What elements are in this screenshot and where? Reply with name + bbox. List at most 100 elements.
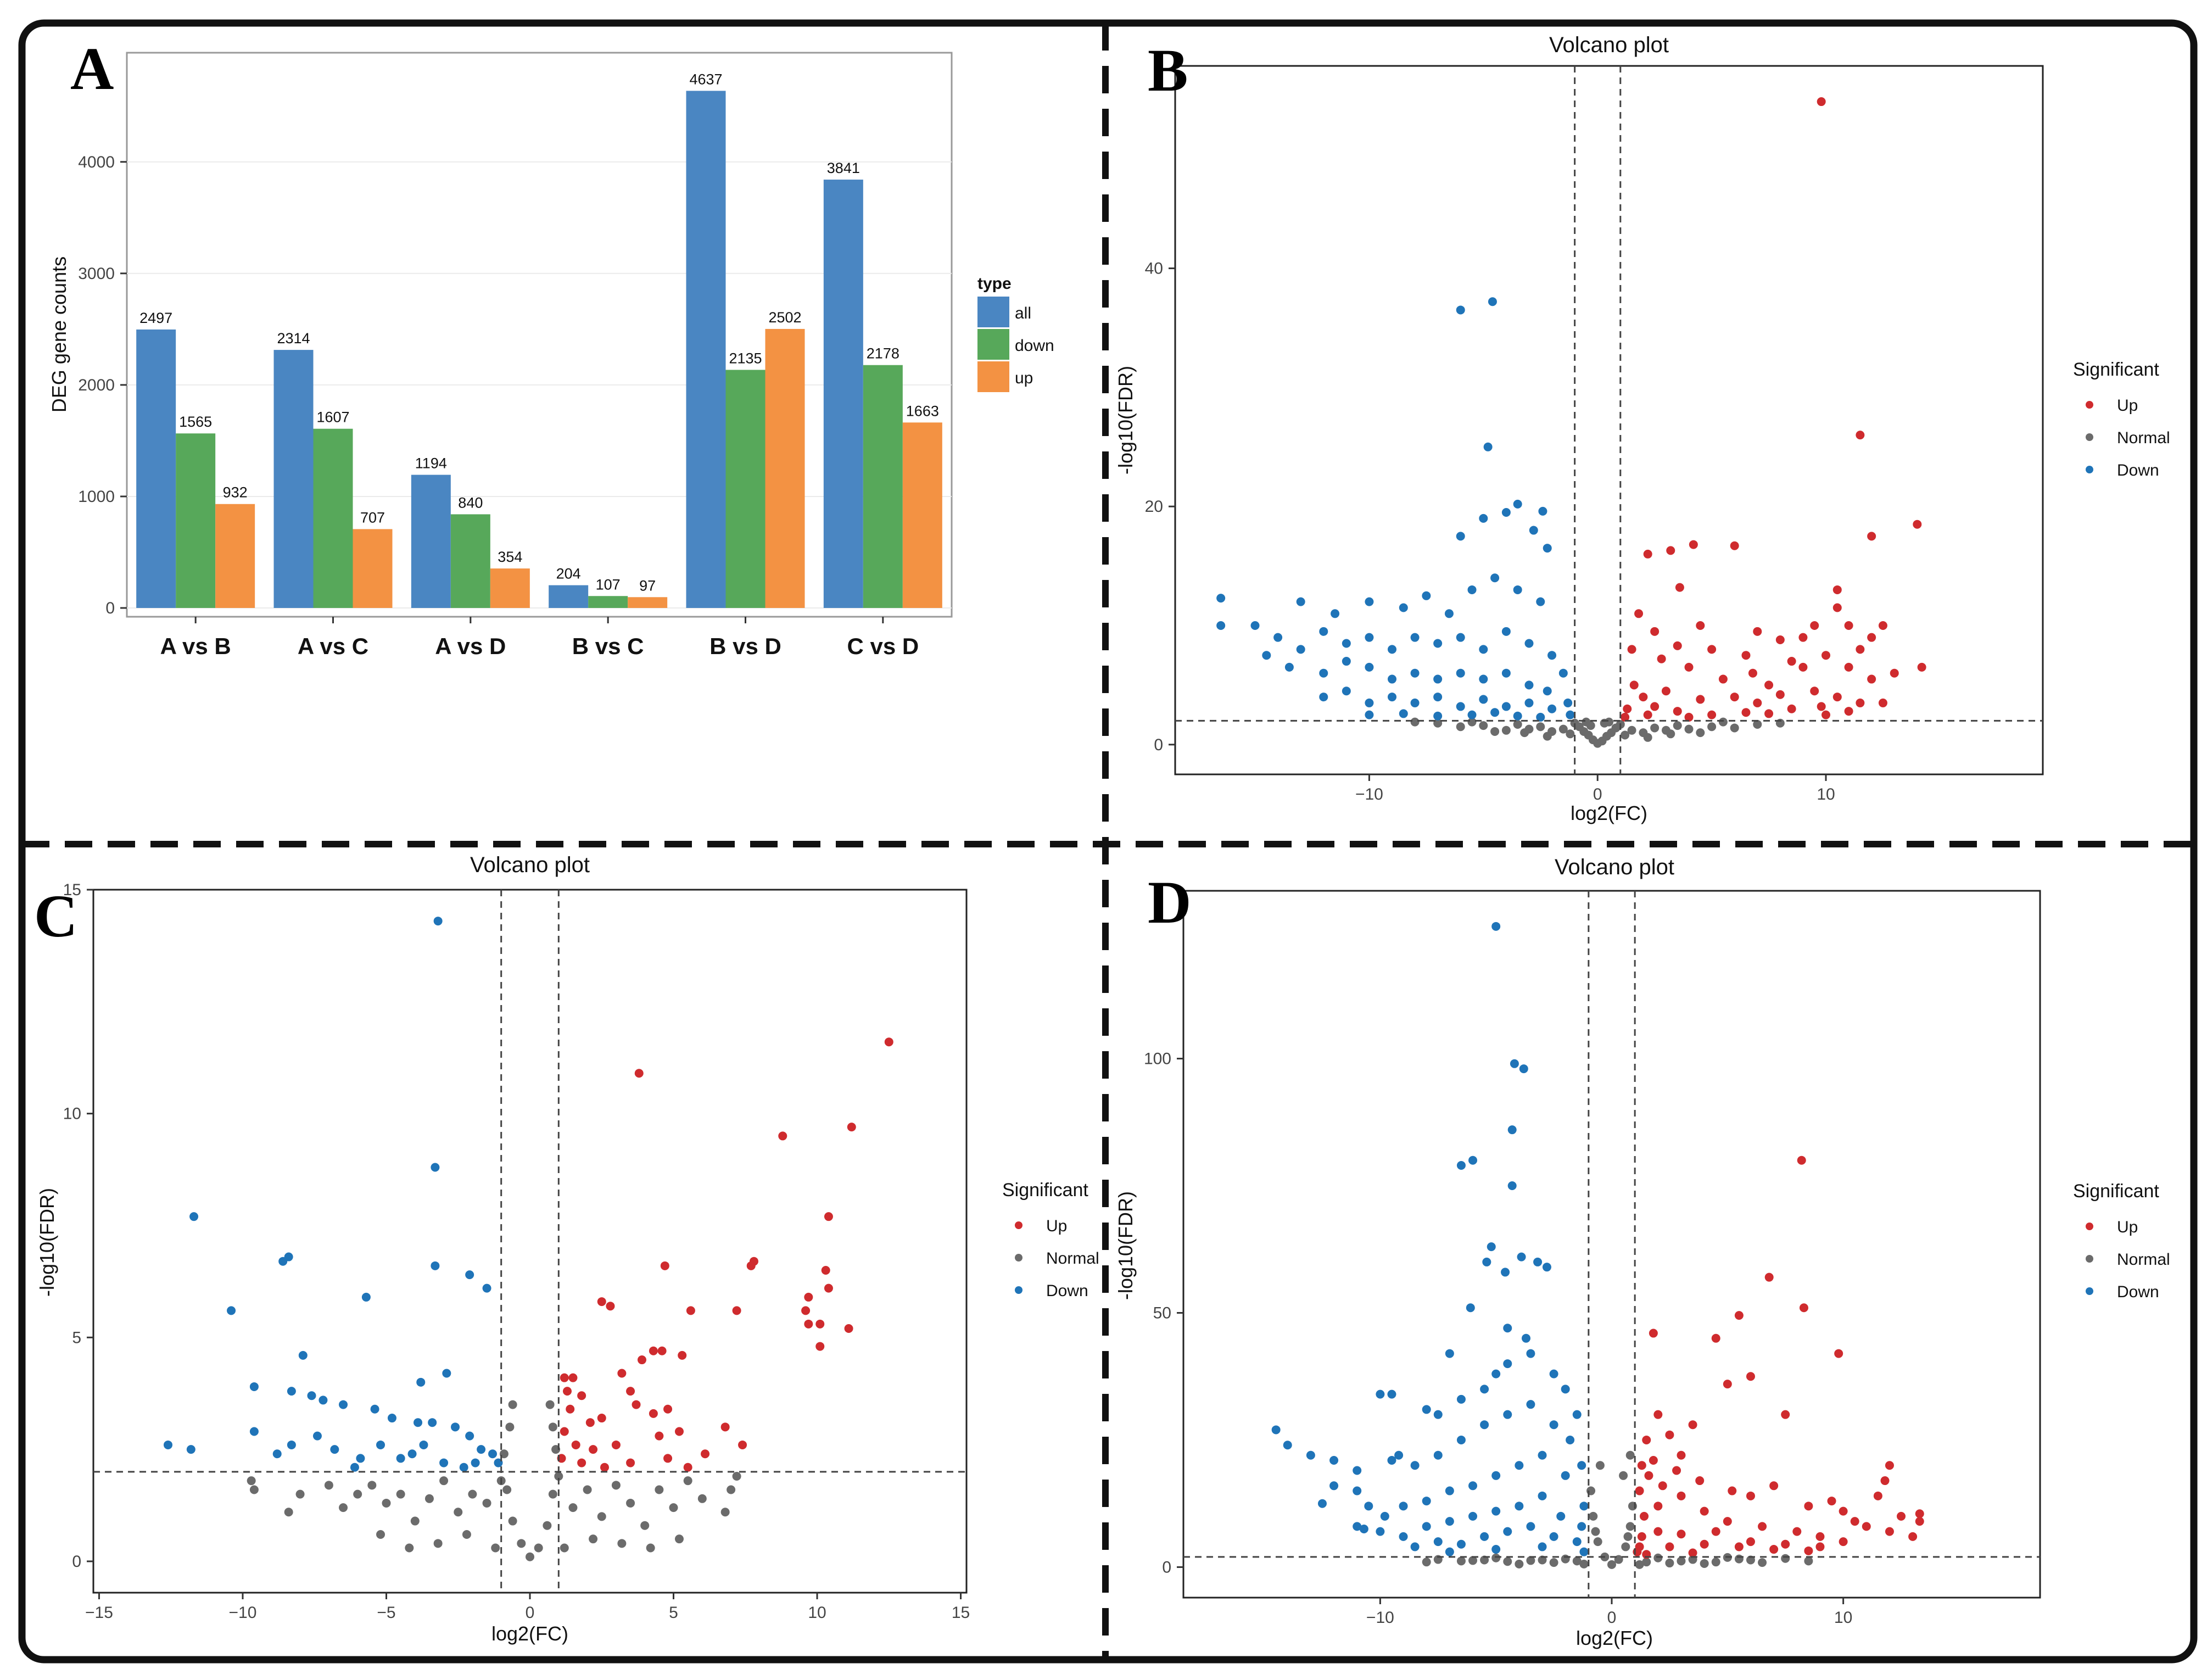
point-down — [1556, 1511, 1566, 1521]
point-up — [1832, 585, 1842, 594]
point-down — [1526, 1400, 1535, 1409]
point-normal — [1605, 717, 1613, 727]
point-up — [1769, 1545, 1779, 1554]
point-up — [683, 1463, 692, 1472]
legend-swatch-all — [977, 297, 1009, 327]
point-up — [815, 1342, 825, 1351]
point-down — [1491, 1369, 1501, 1378]
y-tick-label: 4000 — [78, 153, 115, 171]
panel-letter-c: C — [34, 883, 77, 950]
point-down — [1533, 1257, 1543, 1266]
point-up — [884, 1037, 893, 1047]
legend-label-normal: Normal — [1046, 1249, 1099, 1268]
point-normal — [324, 1481, 333, 1490]
panel-d-points — [1271, 922, 1924, 1569]
point-normal — [1607, 1560, 1616, 1569]
panel-a-ylabel: DEG gene counts — [48, 256, 70, 412]
legend-dot-normal — [2086, 433, 2093, 441]
point-up — [1688, 1420, 1697, 1430]
point-down — [1273, 633, 1283, 642]
point-up — [1798, 662, 1808, 672]
panel-a-legend-title: type — [977, 275, 1012, 293]
point-up — [597, 1297, 606, 1307]
point-up — [1781, 1410, 1790, 1419]
point-up — [1867, 674, 1876, 684]
point-down — [1456, 702, 1465, 711]
point-down — [1399, 709, 1408, 718]
point-down — [1380, 1511, 1389, 1521]
point-down — [1306, 1450, 1315, 1460]
point-down — [439, 1458, 449, 1467]
point-down — [1487, 1242, 1496, 1252]
point-down — [428, 1418, 437, 1427]
point-up — [1844, 662, 1853, 672]
point-down — [1503, 1527, 1512, 1536]
point-up — [1815, 1532, 1825, 1541]
point-up — [637, 1355, 646, 1365]
point-down — [1538, 506, 1547, 516]
point-up — [1822, 651, 1830, 660]
point-down — [1480, 1385, 1489, 1394]
point-up — [1723, 1517, 1732, 1526]
point-down — [1445, 1517, 1454, 1526]
point-normal — [339, 1503, 348, 1512]
point-up — [1856, 431, 1865, 440]
legend-swatch-down — [977, 329, 1009, 360]
panel-c-axis-ticks: −15 −10 −5 0 5 10 15 0 5 10 15 — [63, 881, 970, 1622]
point-normal — [424, 1494, 434, 1503]
panel-c-points — [163, 917, 893, 1561]
point-down — [1388, 674, 1396, 684]
point-down — [1387, 1456, 1396, 1465]
point-normal — [720, 1508, 730, 1517]
point-down — [1482, 1257, 1491, 1266]
point-normal — [1684, 724, 1694, 734]
point-normal — [382, 1498, 391, 1508]
point-normal — [1490, 727, 1500, 736]
point-down — [1501, 508, 1511, 517]
point-down — [1422, 591, 1431, 600]
point-up — [1917, 662, 1926, 672]
point-down — [1501, 627, 1511, 636]
point-down — [1376, 1389, 1385, 1399]
point-down — [1317, 1499, 1327, 1508]
point-normal — [1501, 725, 1511, 735]
panel-c-xlabel: log2(FC) — [491, 1622, 568, 1645]
point-up — [1649, 1329, 1658, 1338]
point-down — [1503, 1410, 1512, 1419]
point-normal — [1589, 1511, 1598, 1521]
point-normal — [534, 1543, 543, 1553]
point-up — [1856, 645, 1865, 654]
point-up — [1775, 635, 1785, 645]
point-up — [1822, 710, 1830, 719]
x-category-label: C vs D — [847, 633, 919, 659]
point-down — [1283, 1441, 1292, 1450]
point-down — [431, 1163, 440, 1172]
point-down — [1468, 1511, 1478, 1521]
point-down — [298, 1350, 308, 1360]
point-down — [465, 1431, 474, 1441]
legend-label-down: Down — [1046, 1282, 1088, 1300]
point-down — [1376, 1527, 1385, 1536]
point-down — [1342, 657, 1351, 666]
point-down — [1456, 633, 1465, 642]
point-up — [1885, 1527, 1894, 1536]
point-up — [1675, 583, 1684, 592]
point-up — [1711, 1333, 1720, 1343]
bar-up — [215, 504, 255, 608]
point-up — [1673, 707, 1682, 716]
point-down — [465, 1270, 474, 1280]
point-up — [1642, 1435, 1651, 1444]
point-up — [663, 1404, 673, 1414]
point-down — [1501, 702, 1511, 711]
point-down — [1513, 499, 1522, 509]
point-normal — [1433, 718, 1443, 728]
point-down — [1456, 1160, 1466, 1170]
point-normal — [1503, 1557, 1512, 1566]
point-normal — [669, 1503, 678, 1512]
y-tick-label: 20 — [1145, 498, 1163, 516]
point-normal — [1566, 729, 1575, 739]
y-tick-label: 40 — [1145, 260, 1163, 278]
point-normal — [1627, 725, 1636, 735]
point-down — [1549, 1532, 1558, 1541]
point-normal — [617, 1539, 627, 1548]
